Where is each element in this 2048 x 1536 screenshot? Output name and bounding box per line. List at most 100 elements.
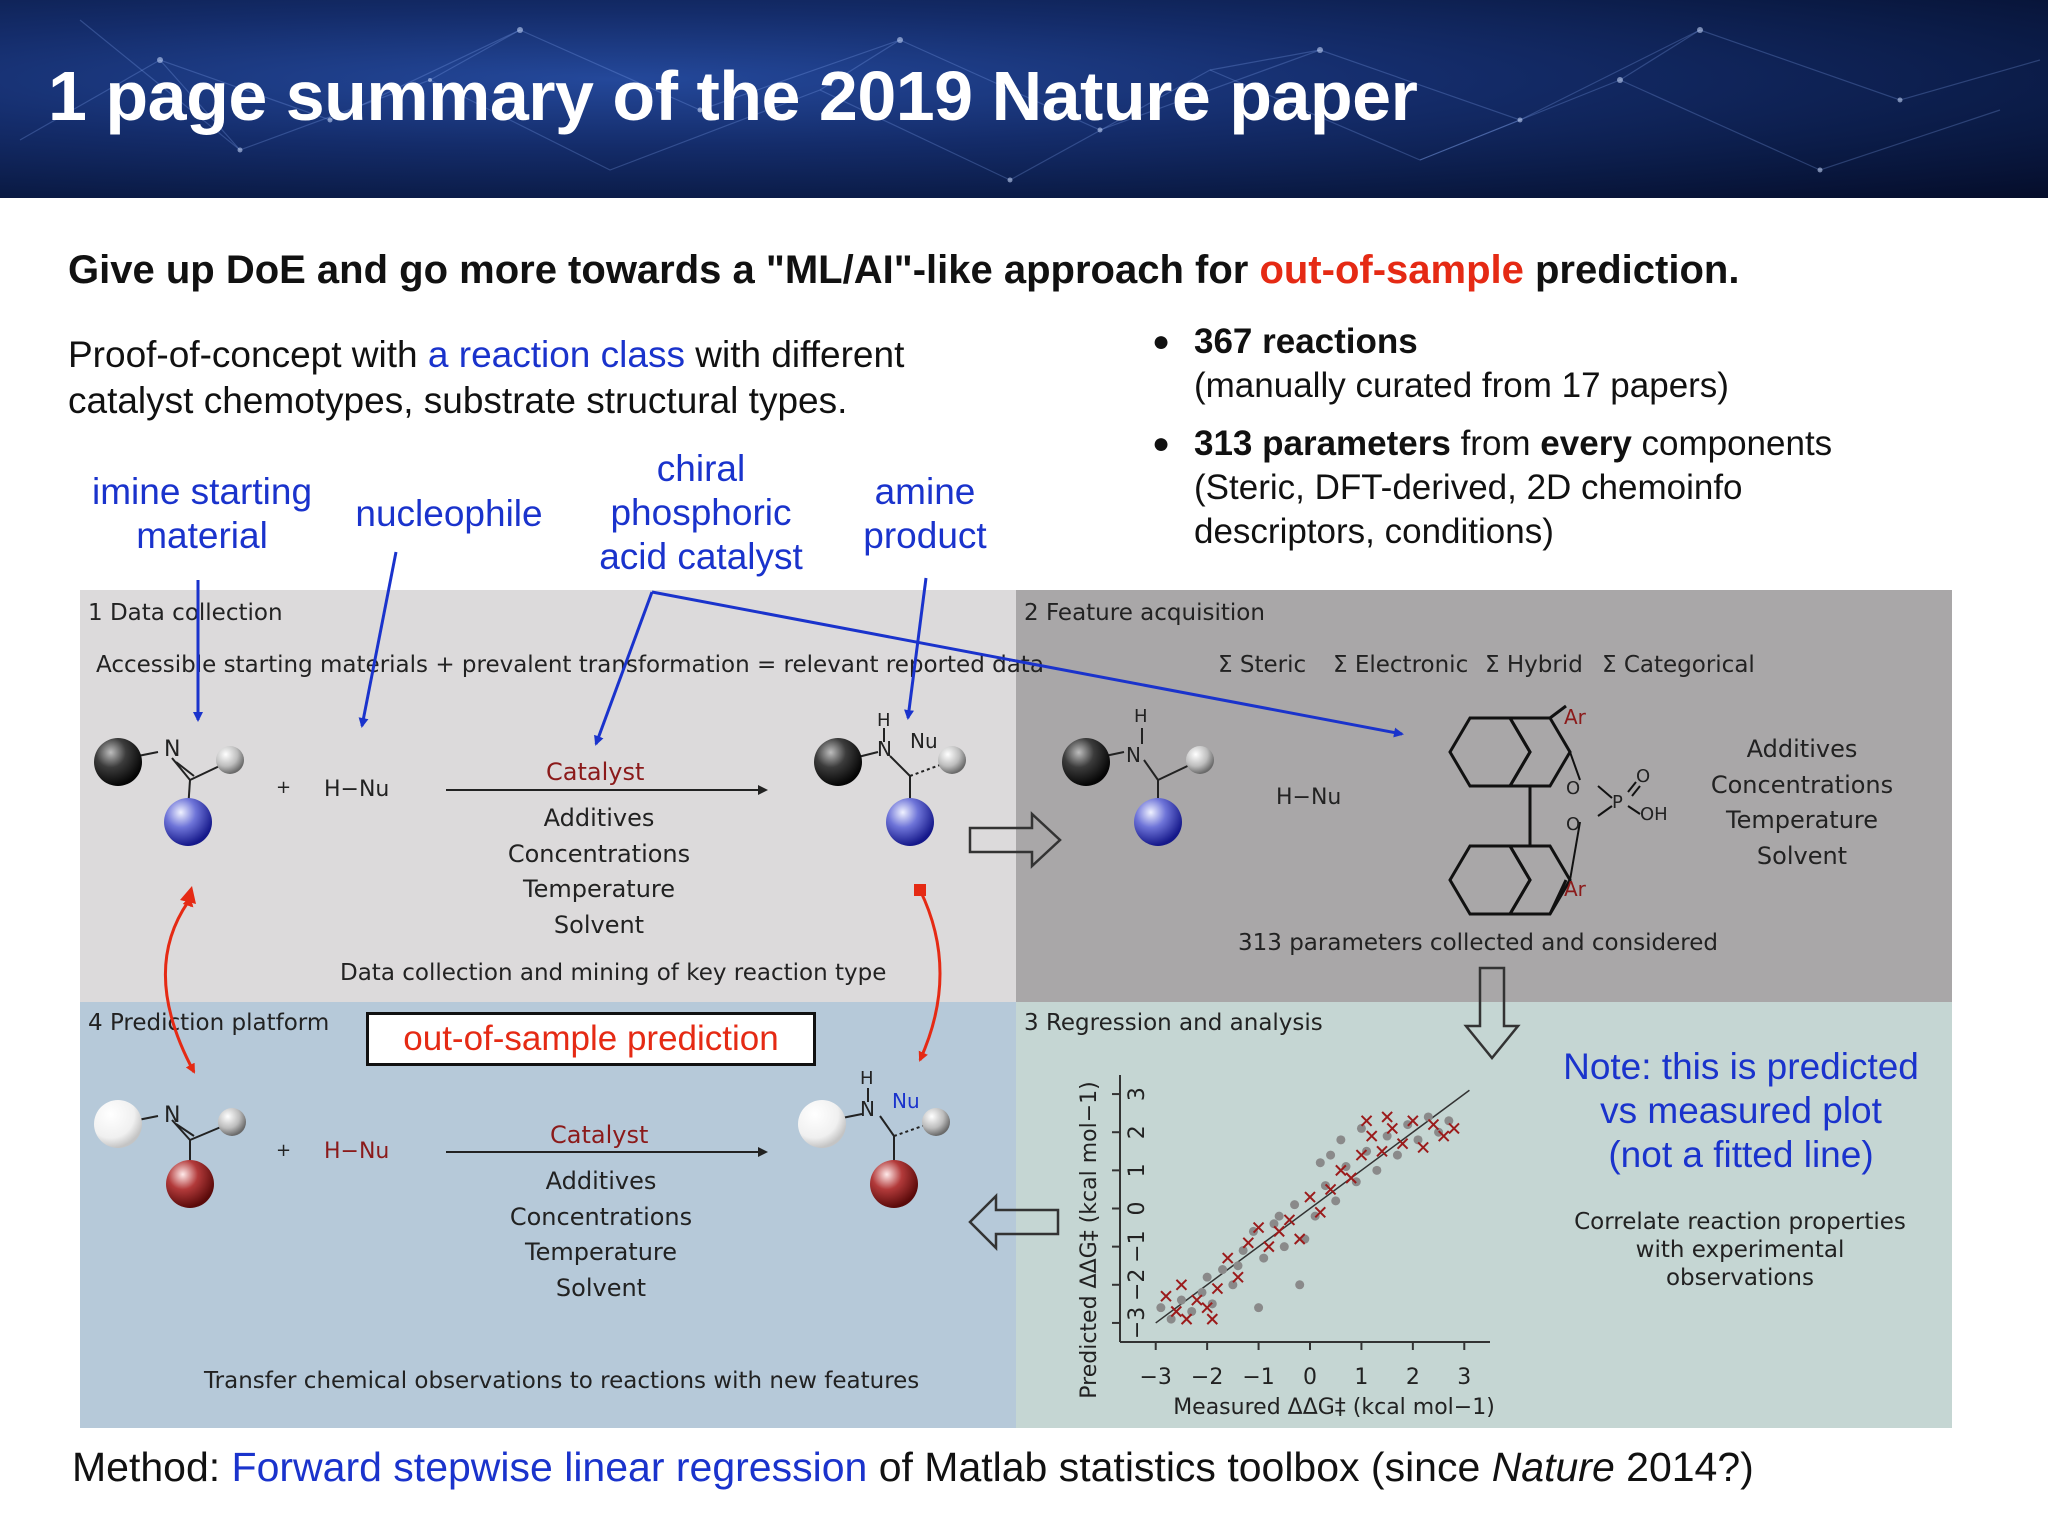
x-tick-label: −1 bbox=[1242, 1365, 1274, 1390]
panel3-side-note-line1: Correlate reaction properties bbox=[1574, 1209, 1906, 1235]
atom-h: H bbox=[1134, 706, 1148, 727]
atom-n: N bbox=[1126, 743, 1141, 767]
note-line3: (not a fitted line) bbox=[1608, 1134, 1874, 1175]
aryl-group-label: Ar bbox=[1564, 705, 1587, 729]
panel-data-collection bbox=[80, 590, 1016, 1002]
scatter-point-circle bbox=[1279, 1242, 1289, 1252]
method-link[interactable]: Forward stepwise linear regression bbox=[231, 1444, 868, 1490]
conditions-p1: Additives Concentrations Temperature Sol… bbox=[488, 801, 710, 943]
bullet-parameters-mid: from bbox=[1450, 424, 1541, 463]
method-prefix: Method: bbox=[72, 1444, 232, 1490]
plus-sign: + bbox=[276, 1140, 291, 1161]
catalyst-label-p1: Catalyst bbox=[546, 758, 645, 786]
scatter-point-x bbox=[1201, 1301, 1213, 1314]
scatter-point-x bbox=[1232, 1271, 1244, 1283]
label-amine-line2: product bbox=[863, 515, 987, 556]
scatter-point-x bbox=[1206, 1313, 1218, 1325]
bullet-parameters: ● 313 parameters from every components (… bbox=[1152, 422, 1832, 554]
hydroxyl-label: OH bbox=[1640, 804, 1668, 825]
panel3-side-note: Correlate reaction properties with exper… bbox=[1560, 1208, 1920, 1292]
scatter-point-x bbox=[1170, 1305, 1182, 1318]
rightward-arrow-icon bbox=[968, 811, 1062, 869]
bullet-parameters-bold: 313 parameters bbox=[1194, 424, 1451, 463]
scatter-point-x bbox=[1304, 1191, 1316, 1203]
condition-additives: Additives bbox=[543, 804, 655, 832]
scatter-point-x bbox=[1448, 1122, 1460, 1135]
scatter-point-circle bbox=[1228, 1280, 1238, 1290]
y-axis-label: Predicted ΔΔG‡ (kcal mol−1) bbox=[1077, 1081, 1102, 1398]
scatter-point-circle bbox=[1444, 1116, 1454, 1126]
scatter-point-x bbox=[1283, 1214, 1296, 1226]
scatter-point-x bbox=[1314, 1206, 1326, 1219]
panel2-footer: 313 parameters collected and considered bbox=[1238, 930, 1719, 956]
label-imine: imine starting material bbox=[82, 470, 322, 558]
reaction-class-link[interactable]: a reaction class bbox=[427, 334, 685, 375]
method-line: Method: Forward stepwise linear regressi… bbox=[72, 1444, 1754, 1491]
condition-temperature: Temperature bbox=[1725, 806, 1879, 834]
panel3-title: 3 Regression and analysis bbox=[1024, 1010, 1323, 1036]
label-catalyst-line3: acid catalyst bbox=[599, 536, 803, 577]
scatter-point-x bbox=[1294, 1233, 1306, 1245]
condition-temperature: Temperature bbox=[522, 875, 676, 903]
panel1-title: 1 Data collection bbox=[88, 600, 283, 626]
phosphoric-acid-catalyst-structure bbox=[1448, 704, 1641, 916]
bullet-parameters-sub2: descriptors, conditions) bbox=[1194, 512, 1554, 551]
scatter-point-x bbox=[1273, 1225, 1285, 1238]
label-nucleophile-text: nucleophile bbox=[355, 493, 543, 534]
label-catalyst: chiral phosphoric acid catalyst bbox=[580, 447, 822, 579]
leftward-arrow-icon bbox=[968, 1192, 1060, 1252]
scatter-point-x bbox=[1345, 1172, 1357, 1184]
condition-additives: Additives bbox=[545, 1167, 657, 1195]
bullet-parameters-bold2: every bbox=[1540, 424, 1632, 463]
plus-sign: + bbox=[276, 777, 291, 798]
imine-molecule-p1 bbox=[94, 738, 244, 846]
bullet-dot-icon: ● bbox=[1152, 325, 1171, 358]
headline-part2: prediction. bbox=[1523, 248, 1740, 292]
scatter-point-x bbox=[1407, 1115, 1419, 1127]
y-tick-label: 3 bbox=[1125, 1087, 1150, 1101]
label-nucleophile: nucleophile bbox=[344, 492, 554, 536]
scatter-point-x bbox=[1175, 1279, 1188, 1291]
scatter-point-circle bbox=[1336, 1135, 1346, 1145]
scatter-point-x bbox=[1360, 1115, 1373, 1127]
scatter-point-x bbox=[1438, 1130, 1450, 1142]
scatter-point-circle bbox=[1202, 1272, 1212, 1282]
scatter-point-circle bbox=[1218, 1265, 1228, 1275]
headline-highlight: out-of-sample bbox=[1259, 248, 1524, 292]
note-line1: Note: this is predicted bbox=[1563, 1046, 1919, 1087]
method-journal: Nature bbox=[1491, 1444, 1615, 1490]
red-arrowhead bbox=[180, 886, 196, 904]
scatter-point-circle bbox=[1269, 1219, 1279, 1229]
scatter-point-circle bbox=[1372, 1165, 1382, 1175]
atom-n: N bbox=[164, 1103, 180, 1128]
scatter-point-circle bbox=[1197, 1287, 1207, 1297]
scatter-point-x bbox=[1417, 1141, 1429, 1154]
scatter-point-x bbox=[1427, 1118, 1440, 1131]
atom-o: O bbox=[1566, 778, 1580, 799]
scatter-point-circle bbox=[1331, 1196, 1341, 1206]
amine-product-p1 bbox=[814, 728, 966, 846]
reagent-hnu: H−Nu bbox=[324, 777, 389, 802]
method-suffix: 2014?) bbox=[1614, 1444, 1754, 1490]
conditions-p2: Additives Concentrations Temperature Sol… bbox=[1696, 732, 1908, 874]
reference-line bbox=[1155, 1089, 1470, 1324]
scatter-point-x bbox=[1263, 1240, 1275, 1253]
scatter-point-circle bbox=[1233, 1261, 1243, 1271]
panel3-side-note-line2: with experimental observations bbox=[1635, 1237, 1845, 1291]
scatter-point-x bbox=[1211, 1282, 1224, 1295]
panel4-title: 4 Prediction platform bbox=[88, 1010, 330, 1036]
y-tick-label: 2 bbox=[1125, 1125, 1150, 1139]
panel4-footer: Transfer chemical observations to reacti… bbox=[204, 1368, 920, 1394]
scatter-point-circle bbox=[1259, 1253, 1269, 1263]
method-mid: of Matlab statistics toolbox (since bbox=[867, 1444, 1492, 1490]
panel2-title: 2 Feature acquisition bbox=[1024, 600, 1265, 626]
downward-arrow-icon bbox=[1463, 966, 1521, 1060]
x-tick-label: −2 bbox=[1191, 1365, 1223, 1390]
predicted-vs-measured-note: Note: this is predicted vs measured plot… bbox=[1516, 1045, 1966, 1177]
panel2-descriptor-steric: Σ Steric bbox=[1218, 652, 1307, 678]
label-catalyst-line2: phosphoric bbox=[610, 492, 792, 533]
network-background-graphic bbox=[19, 19, 2041, 183]
scatter-point-x bbox=[1242, 1237, 1254, 1249]
aryl-group-label: Ar bbox=[1564, 877, 1587, 901]
scatter-point-circle bbox=[1423, 1112, 1433, 1122]
